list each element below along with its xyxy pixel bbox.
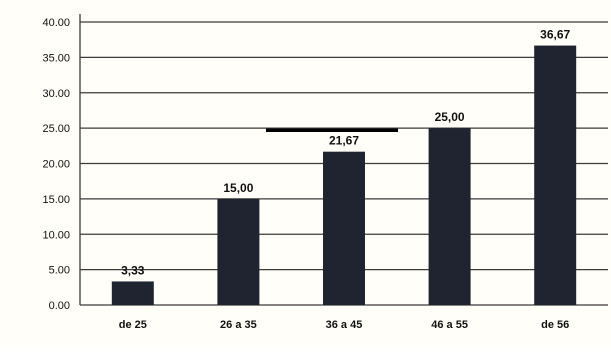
bar-de-25 bbox=[111, 281, 154, 305]
data-label: 36,67 bbox=[540, 28, 570, 42]
y-axis: 0.00 5.00 10.00 15.00 20.00 25.00 30.00 35.00 40… bbox=[42, 14, 81, 312]
data-label: 3,33 bbox=[121, 263, 145, 277]
y-tick-label: 30.00 bbox=[42, 88, 70, 100]
data-label: 25,00 bbox=[435, 110, 465, 124]
data-label: 21,67 bbox=[329, 134, 359, 148]
y-tick-label: 40.00 bbox=[42, 17, 70, 29]
x-tick-label: 46 a 55 bbox=[431, 319, 468, 331]
y-tick-label: 5.00 bbox=[49, 265, 70, 277]
data-labels: 3,33 15,00 21,67 25,00 36,67 bbox=[121, 28, 570, 278]
x-tick-label: de 25 bbox=[119, 319, 147, 331]
bar-de-56 bbox=[534, 45, 577, 305]
y-tick-label: 35.00 bbox=[42, 52, 70, 64]
x-tick-label: 26 a 35 bbox=[220, 319, 257, 331]
x-axis-labels: de 25 26 a 35 36 a 45 46 a 55 de 56 bbox=[119, 319, 570, 331]
bar-46-a-55 bbox=[428, 128, 471, 305]
bar-26-a-35 bbox=[217, 198, 260, 305]
bars bbox=[111, 45, 577, 305]
x-tick-label: de 56 bbox=[541, 319, 569, 331]
y-tick-label: 15.00 bbox=[42, 194, 70, 206]
y-tick-label: 25.00 bbox=[42, 123, 70, 135]
x-tick-label: 36 a 45 bbox=[326, 319, 363, 331]
y-tick-label: 10.00 bbox=[42, 229, 70, 241]
y-tick-label: 0.00 bbox=[49, 300, 70, 312]
bar-36-a-45 bbox=[323, 151, 365, 305]
y-tick-label: 20.00 bbox=[42, 159, 70, 171]
data-label: 15,00 bbox=[223, 181, 253, 195]
